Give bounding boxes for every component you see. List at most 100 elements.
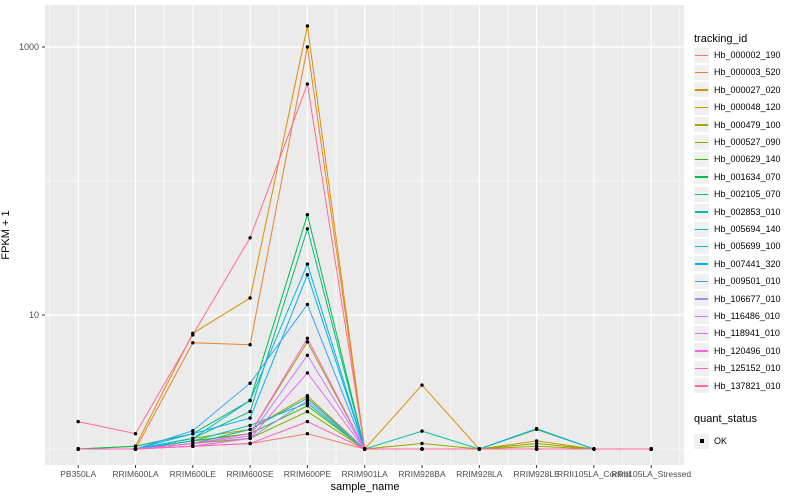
legend-item-Hb_000003_520: Hb_000003_520 xyxy=(694,64,781,80)
data-point xyxy=(534,426,539,431)
data-point xyxy=(305,419,310,424)
legend-line-icon xyxy=(695,315,708,317)
data-point xyxy=(248,427,252,432)
data-point xyxy=(534,444,539,448)
legend-key-swatch xyxy=(694,117,709,133)
data-point xyxy=(305,353,310,357)
data-point xyxy=(191,444,195,448)
legend-key-swatch xyxy=(694,238,709,254)
data-point xyxy=(305,45,310,49)
legend-key-swatch xyxy=(694,151,709,167)
data-point xyxy=(248,343,252,347)
y-tick-label: 1000 xyxy=(19,42,39,52)
data-point xyxy=(420,441,424,446)
data-point xyxy=(305,371,310,375)
legend-item-label: Hb_001634_070 xyxy=(714,171,781,182)
legend-item-label: Hb_000003_520 xyxy=(714,67,781,78)
legend-item-label: Hb_116486_010 xyxy=(714,311,780,321)
x-tick-label: RRIM600LA xyxy=(112,469,159,479)
legend-item-Hb_106677_010: Hb_106677_010 xyxy=(694,291,781,307)
legend-item-quant-ok: OK xyxy=(694,433,728,449)
data-point xyxy=(420,429,424,433)
data-point xyxy=(477,447,481,451)
data-point xyxy=(305,262,310,266)
data-point xyxy=(248,441,252,446)
legend-line-icon xyxy=(695,280,708,283)
x-tick-label: RRIM901LA xyxy=(342,469,389,479)
legend-item-label: Hb_000048_120 xyxy=(714,102,781,113)
legend-item-label: Hb_005694_140 xyxy=(714,224,781,234)
legend-item-Hb_000479_100: Hb_000479_100 xyxy=(694,117,781,133)
data-point xyxy=(305,82,310,86)
data-point xyxy=(305,213,310,217)
data-point xyxy=(248,409,252,414)
legend-key-swatch xyxy=(694,291,709,307)
data-point xyxy=(305,24,310,28)
legend-key-swatch xyxy=(694,169,709,185)
legend-item-label: Hb_002853_010 xyxy=(714,206,781,217)
legend-item-label: Hb_118941_010 xyxy=(714,328,780,339)
data-point xyxy=(534,439,539,443)
data-point xyxy=(305,409,310,414)
x-tick-label: RRIM928BA xyxy=(398,469,446,479)
legend-key-swatch xyxy=(694,378,709,394)
data-point xyxy=(534,441,539,446)
legend-key-swatch xyxy=(694,325,709,341)
x-tick-label: RRIM928LE xyxy=(513,469,560,479)
data-point xyxy=(248,296,252,300)
x-tick-label: RRIM600LE xyxy=(170,469,217,479)
data-point xyxy=(305,336,310,340)
data-point xyxy=(592,447,596,451)
data-point xyxy=(191,429,195,433)
legend-item-label: Hb_009501_010 xyxy=(714,276,781,287)
data-point xyxy=(133,447,138,451)
data-point xyxy=(191,341,195,345)
legend-item-Hb_120496_010: Hb_120496_010 xyxy=(694,343,781,359)
legend-key-swatch xyxy=(694,433,709,449)
legend-item-label: Hb_000027_020 xyxy=(714,84,781,95)
legend-item-Hb_000027_020: Hb_000027_020 xyxy=(694,82,781,98)
legend-line-icon xyxy=(695,158,708,161)
legend-item-label: Hb_137821_010 xyxy=(714,380,781,391)
x-tick-label: RRIM928LA xyxy=(456,469,503,479)
legend-item-label: Hb_000629_140 xyxy=(714,154,781,165)
legend-key-swatch xyxy=(694,204,709,220)
data-point xyxy=(248,416,252,420)
x-tick-label: RRIM600SE xyxy=(226,469,274,479)
legend-item-label: Hb_002105_070 xyxy=(714,189,781,200)
y-axis-title: FPKM + 1 xyxy=(0,210,12,260)
legend-item-label: Hb_125152_010 xyxy=(714,363,781,374)
legend-key-swatch xyxy=(694,186,709,202)
x-tick-label: RRII105LA_Control xyxy=(557,469,631,479)
legend-item-Hb_000629_140: Hb_000629_140 xyxy=(694,151,781,167)
legend-item-label: Hb_120496_010 xyxy=(714,345,781,356)
legend-key-swatch xyxy=(694,64,709,80)
legend-line-icon xyxy=(695,106,708,109)
legend-title-tracking-id: tracking_id xyxy=(694,33,748,45)
legend-item-Hb_002105_070: Hb_002105_070 xyxy=(694,186,781,202)
data-point xyxy=(305,398,310,403)
data-point xyxy=(248,381,252,385)
data-point xyxy=(305,404,310,408)
legend-item-Hb_002853_010: Hb_002853_010 xyxy=(694,204,781,220)
legend-line-icon xyxy=(695,176,708,178)
legend-item-Hb_005699_100: Hb_005699_100 xyxy=(694,238,781,254)
data-point xyxy=(76,419,80,424)
legend-line-icon xyxy=(695,71,708,74)
x-tick-label: RRII105LA_Stressed xyxy=(611,469,691,479)
data-point xyxy=(420,447,424,451)
data-point xyxy=(363,447,367,451)
legend-line-icon xyxy=(695,298,708,300)
data-point xyxy=(248,423,252,428)
legend-key-swatch xyxy=(694,99,709,115)
data-point xyxy=(133,444,138,448)
legend-title-quant-status: quant_status xyxy=(694,412,757,425)
x-axis-title: sample_name xyxy=(330,481,400,493)
data-point xyxy=(76,447,80,451)
legend-line-icon xyxy=(695,263,708,265)
legend-item-label: OK xyxy=(714,436,728,446)
legend-line-icon xyxy=(695,89,708,91)
legend-key-swatch xyxy=(694,256,709,272)
